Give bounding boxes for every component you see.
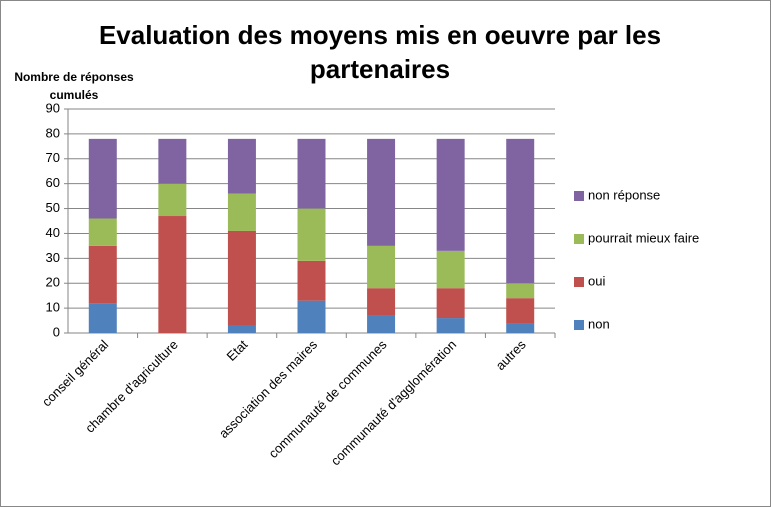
y-tick-label: 60	[46, 175, 60, 190]
bar-segment	[506, 298, 535, 324]
bar-segment	[367, 315, 396, 333]
bar-segment	[297, 208, 326, 261]
bar-segment	[367, 288, 396, 316]
legend-swatch	[574, 191, 584, 201]
bar-segment	[297, 260, 326, 301]
bar-segment	[436, 288, 465, 319]
bar-segment	[436, 318, 465, 333]
y-tick-label: 70	[46, 150, 60, 165]
bar-segment	[158, 183, 187, 217]
legend-label: non réponse	[588, 187, 660, 202]
bar-segment	[506, 138, 535, 284]
bar-segment	[88, 138, 117, 219]
bar-segment	[158, 216, 187, 333]
bar-segment	[88, 218, 117, 246]
bar-segment	[297, 300, 326, 333]
y-tick-label: 40	[46, 225, 60, 240]
bar-segment	[506, 323, 535, 333]
x-tick-label: communauté de communes	[266, 337, 390, 461]
y-tick-label: 0	[53, 324, 60, 339]
chart-title: Evaluation des moyens mis en oeuvre par …	[98, 20, 662, 84]
legend-swatch	[574, 234, 584, 244]
bar-segment	[227, 138, 256, 194]
bar-segment	[436, 250, 465, 289]
bar-segment	[227, 325, 256, 333]
x-tick-label: autres	[493, 337, 530, 374]
y-tick-label: 90	[46, 100, 60, 115]
y-tick-label: 80	[46, 125, 60, 140]
bar-segment	[506, 283, 535, 299]
x-tick-label: communauté d'agglomération	[328, 337, 459, 468]
bar-segment	[436, 138, 465, 251]
legend-label: oui	[588, 273, 605, 288]
y-tick-label: 50	[46, 200, 60, 215]
bar-segment	[297, 138, 326, 209]
bar-segment	[158, 138, 187, 184]
x-tick-label: conseil général	[39, 337, 112, 410]
legend-swatch	[574, 320, 584, 330]
legend-label: pourrait mieux faire	[588, 230, 699, 245]
bar-segment	[227, 230, 256, 326]
legend-swatch	[574, 277, 584, 287]
y-tick-label: 10	[46, 300, 60, 315]
legend-label: non	[588, 316, 610, 331]
bar-segment	[367, 138, 396, 246]
y-axis-title: Nombre de réponses cumulés	[14, 70, 134, 102]
y-tick-label: 30	[46, 250, 60, 265]
bar-segment	[367, 245, 396, 289]
bar-segment	[227, 193, 256, 231]
y-tick-label: 20	[46, 275, 60, 290]
bar-segment	[88, 303, 117, 333]
x-tick-label: Etat	[224, 337, 251, 364]
bar-segment	[88, 245, 117, 304]
